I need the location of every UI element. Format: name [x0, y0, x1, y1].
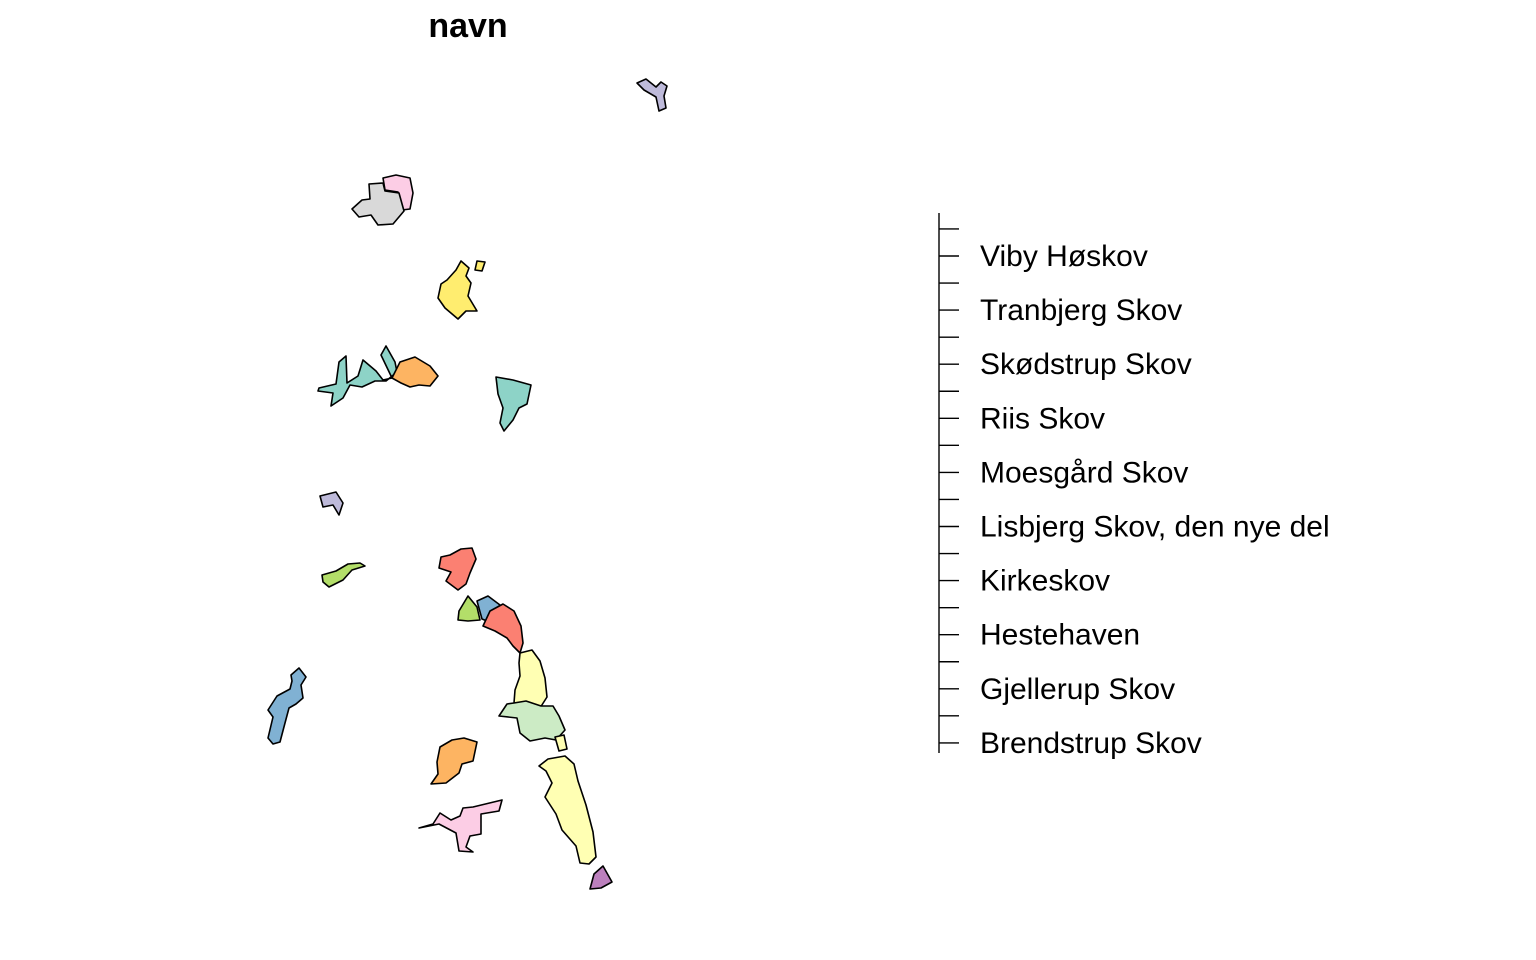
forest-polygon-light-green: [498, 700, 566, 742]
legend-item-label: Brendstrup Skov: [980, 727, 1202, 760]
legend-item-label: Skødstrup Skov: [980, 348, 1192, 381]
forest-polygon-pink-south: [418, 799, 503, 853]
legend-item-label: Tranbjerg Skov: [980, 294, 1182, 327]
forest-polygon-teal-west: [317, 345, 398, 407]
forest-polygon-green-west: [321, 562, 366, 588]
forest-polygon-red-upper: [438, 547, 477, 591]
forest-polygon-grey-north: [351, 182, 405, 226]
forest-polygons: [267, 78, 668, 890]
legend-item-label: Lisbjerg Skov, den nye del: [980, 511, 1330, 544]
forest-polygon-yellow: [437, 260, 478, 320]
legend-item-label: Hestehaven: [980, 619, 1140, 652]
forest-polygon-light-yellow-long: [538, 755, 597, 865]
legend-item-label: Kirkeskov: [980, 565, 1110, 598]
forest-polygon-green-small: [457, 595, 481, 622]
legend-item-label: Moesgård Skov: [980, 456, 1188, 489]
legend-item-label: Gjellerup Skov: [980, 673, 1175, 706]
forest-polygon-blue-west: [267, 667, 307, 745]
legend-item-label: Viby Høskov: [980, 240, 1148, 273]
legend: Viby Høskov Tranbjerg Skov Skødstrup Skov R…: [938, 213, 1330, 760]
map-title: navn: [428, 7, 507, 45]
forest-polygon-lavender-small: [319, 491, 344, 516]
forest-polygon-orange-mid: [391, 356, 439, 388]
forest-polygon-light-yellow-fragment: [554, 734, 568, 752]
forest-polygon-red-lower: [482, 603, 524, 654]
forest-polygon-pink-north: [382, 174, 414, 211]
forest-polygon-violet-south: [589, 865, 613, 890]
forest-polygon-yellow-fragment: [474, 260, 486, 272]
forest-polygon-light-yellow-upper: [513, 649, 548, 709]
forest-polygon-north: [636, 78, 668, 112]
forest-polygon-teal-east: [495, 376, 532, 432]
legend-item-label: Riis Skov: [980, 402, 1105, 435]
forest-polygon-orange-south: [430, 737, 478, 785]
